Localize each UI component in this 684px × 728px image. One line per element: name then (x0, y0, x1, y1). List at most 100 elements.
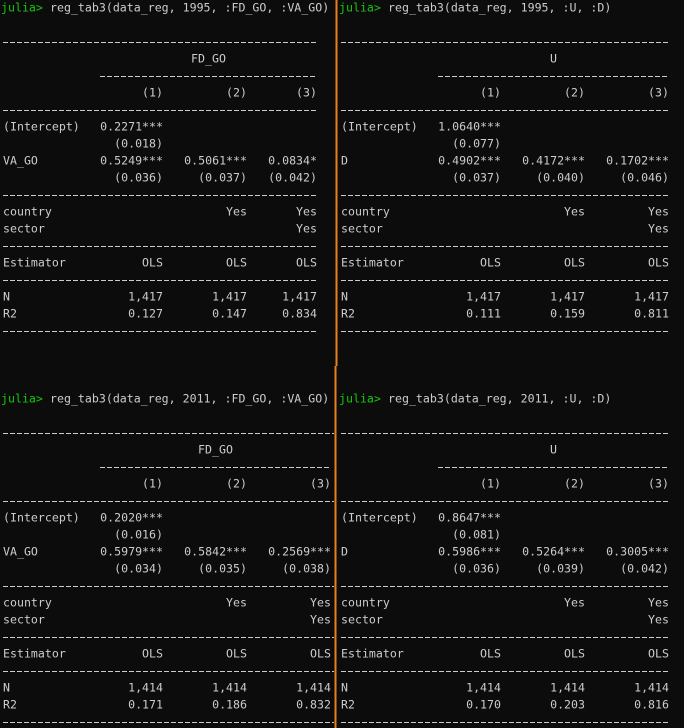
cell: 0.5249*** (100, 154, 163, 168)
command: reg_tab3(data_reg, 2011, :FD_GO, :VA_GO) (50, 392, 329, 406)
cell: (0.034) (114, 562, 163, 576)
row-label: N (3, 681, 10, 695)
cell: 1,417 (128, 290, 163, 304)
cell: Yes (226, 205, 247, 219)
cell: 0.3005*** (606, 545, 669, 559)
row-label: R2 (3, 698, 17, 712)
dependent-variable: FD_GO (198, 443, 233, 457)
cell: (2) (564, 477, 585, 491)
cell: 1,414 (550, 681, 585, 695)
cell: 0.816 (634, 698, 669, 712)
cell: (3) (296, 86, 317, 100)
row-label: Estimator (341, 647, 404, 661)
cell: 0.4902*** (438, 154, 501, 168)
dependent-variable: U (550, 443, 557, 457)
prompt: julia> (1, 392, 43, 406)
row-label: N (341, 290, 348, 304)
row-label: D (341, 154, 348, 168)
cell: (0.037) (452, 171, 501, 185)
cell: 0.1702*** (606, 154, 669, 168)
row-label: R2 (341, 307, 355, 321)
row-label: sector (341, 613, 383, 627)
cell: 0.0834* (268, 154, 317, 168)
row-label: sector (341, 222, 383, 236)
cell: OLS (648, 256, 669, 270)
cell: 0.127 (128, 307, 163, 321)
cell: OLS (142, 256, 163, 270)
cell: (2) (564, 86, 585, 100)
cell: 1,417 (212, 290, 247, 304)
cell: (0.039) (536, 562, 585, 576)
cell: 1,417 (466, 290, 501, 304)
dependent-variable: FD_GO (191, 52, 226, 66)
cell: 0.2569*** (268, 545, 331, 559)
cell: (0.036) (452, 562, 501, 576)
row-label: (Intercept) (341, 120, 418, 134)
cell: 0.203 (550, 698, 585, 712)
cell: Yes (310, 596, 331, 610)
cell: (1) (480, 86, 501, 100)
cell: 0.2020*** (100, 511, 163, 525)
cell: (1) (142, 86, 163, 100)
cell: (0.038) (282, 562, 331, 576)
row-label: Estimator (341, 256, 404, 270)
cell: Yes (648, 205, 669, 219)
row-label: VA_GO (3, 154, 38, 168)
cell: (0.037) (198, 171, 247, 185)
cell: OLS (226, 256, 247, 270)
cell: 1,414 (634, 681, 669, 695)
cell: 1.0640*** (438, 120, 501, 134)
row-label: (Intercept) (341, 511, 418, 525)
cell: 1,414 (128, 681, 163, 695)
row-label: country (341, 205, 390, 219)
cell: 1,417 (634, 290, 669, 304)
row-label: sector (3, 222, 45, 236)
row-label: Estimator (3, 647, 66, 661)
cell: 0.111 (466, 307, 501, 321)
cell: (2) (226, 477, 247, 491)
cell: OLS (648, 647, 669, 661)
cell: (2) (226, 86, 247, 100)
cell: OLS (564, 647, 585, 661)
cell: 0.5979*** (100, 545, 163, 559)
cell: Yes (564, 205, 585, 219)
cell: Yes (296, 205, 317, 219)
cell: OLS (480, 647, 501, 661)
prompt: julia> (339, 392, 381, 406)
cell: Yes (648, 613, 669, 627)
row-label: VA_GO (3, 545, 38, 559)
cell: OLS (296, 256, 317, 270)
cell: 0.2271*** (100, 120, 163, 134)
row-label: country (341, 596, 390, 610)
prompt: julia> (339, 1, 381, 15)
cell: 0.834 (282, 307, 317, 321)
cell: 0.8647*** (438, 511, 501, 525)
cell: Yes (296, 222, 317, 236)
cell: (1) (480, 477, 501, 491)
row-label: (Intercept) (3, 120, 80, 134)
cell: (3) (648, 86, 669, 100)
cell: 1,417 (550, 290, 585, 304)
cell: 0.5061*** (184, 154, 247, 168)
cell: (0.042) (268, 171, 317, 185)
cell: OLS (226, 647, 247, 661)
row-label: (Intercept) (3, 511, 80, 525)
cell: (0.018) (114, 137, 163, 151)
cell: Yes (310, 613, 331, 627)
cell: 1,414 (466, 681, 501, 695)
row-label: sector (3, 613, 45, 627)
row-label: R2 (341, 698, 355, 712)
cell: Yes (648, 222, 669, 236)
cell: (0.081) (452, 528, 501, 542)
row-label: N (3, 290, 10, 304)
cell: 0.171 (128, 698, 163, 712)
cell: OLS (564, 256, 585, 270)
cell: 0.170 (466, 698, 501, 712)
command: reg_tab3(data_reg, 1995, :U, :D) (388, 1, 611, 15)
cell: 0.147 (212, 307, 247, 321)
row-label: R2 (3, 307, 17, 321)
cell: 1,414 (296, 681, 331, 695)
